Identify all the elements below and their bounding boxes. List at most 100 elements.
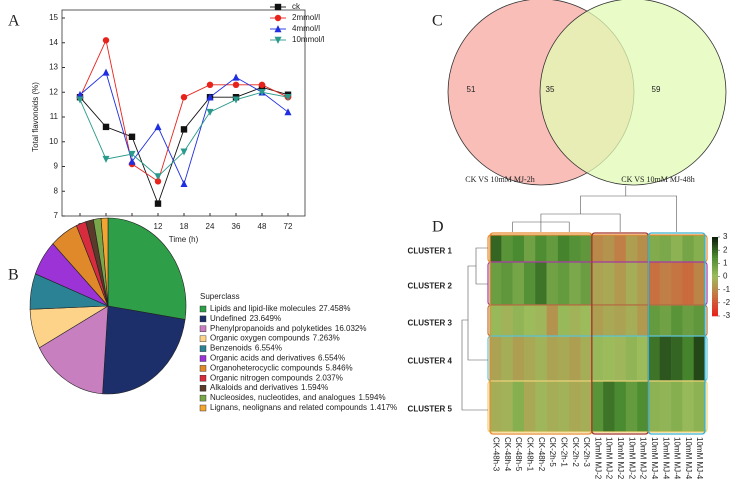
column-label: 10mM MJ-48h-2 [684, 437, 693, 479]
colorbar-tick-label: -1 [723, 285, 731, 294]
heat-cell [490, 235, 502, 263]
legend-title: Superclass [200, 292, 240, 301]
heat-cell [671, 336, 683, 382]
legend-label: Nucleosides, nucleotides, and analogues 1… [210, 393, 386, 402]
decoration [647, 232, 706, 435]
heat-cell [603, 381, 615, 433]
heat-cell [535, 235, 547, 263]
heat-cell [682, 305, 694, 337]
point [102, 155, 110, 163]
decoration [712, 242, 718, 246]
legend-marker [274, 36, 282, 44]
column-label: 10mM MJ-2h-1 [627, 437, 636, 479]
heat-cell [693, 235, 706, 263]
decoration [712, 302, 718, 306]
heat-cell [580, 381, 593, 433]
decoration [712, 289, 718, 293]
heat-cell [546, 235, 559, 263]
heat-cell [501, 336, 513, 382]
y-tick-label: 12 [49, 87, 58, 96]
legend-value: 27.458% [319, 304, 351, 313]
decoration [461, 247, 488, 411]
heat-cell [625, 336, 638, 382]
line [79, 91, 289, 178]
colorbar-tick-label: 0 [723, 272, 728, 281]
pie-slice [100, 217, 109, 307]
panel-label: C [432, 13, 443, 30]
legend-label: ck [292, 2, 301, 11]
heat-cell [671, 262, 683, 306]
pie-slice [107, 217, 187, 320]
heat-cell [637, 381, 649, 433]
x-tick-label: 24 [206, 222, 215, 231]
legend-label: 10mmol/l [292, 35, 325, 44]
decoration [712, 260, 718, 264]
point [258, 89, 266, 97]
legend-label: Phenylpropanoids and polyketides 16.032% [210, 324, 366, 333]
point [76, 96, 84, 104]
decoration [712, 279, 718, 283]
heat-cell [535, 305, 547, 337]
heat-cell [569, 262, 581, 306]
legend-name: Phenylpropanoids and polyketides [210, 324, 332, 333]
heat-cell [580, 336, 593, 382]
legend-value: 16.032% [335, 324, 367, 333]
decoration [712, 305, 718, 309]
y-tick-label: 13 [49, 63, 58, 72]
heat-cell [591, 305, 604, 337]
colorbar-tick-label: 2 [723, 245, 728, 254]
legend-label: Lignans, neolignans and related compound… [210, 403, 397, 412]
decoration [712, 239, 718, 243]
heat-cell [591, 381, 604, 433]
column-label: 10mM MJ-48h-5 [661, 437, 670, 479]
y-axis-label: Total flavonoids (%) [31, 82, 40, 152]
x-tick-label: 18 [180, 222, 189, 231]
decoration [712, 300, 718, 304]
cluster-label: CLUSTER 2 [408, 282, 453, 291]
legend-value: 7.263% [313, 334, 340, 343]
legend-name: Nucleosides, nucleotides, and analogues [210, 393, 355, 402]
legend-value: 2.037% [316, 373, 343, 382]
point [284, 94, 292, 102]
venn-label: CK VS 10mM MJ-48h [621, 175, 694, 184]
heat-cell [659, 381, 672, 433]
legend-label: Organoheterocyclic compounds 5.846% [210, 364, 353, 373]
heat-cell [535, 262, 547, 306]
column-label: 10mM MJ-2h-2 [639, 437, 648, 479]
decoration [712, 310, 718, 314]
column-label: CK-48h-1 [525, 437, 534, 472]
column-label: CK-48h-4 [503, 437, 512, 472]
decoration [512, 186, 678, 232]
heat-cell [671, 381, 683, 433]
decoration [712, 276, 718, 280]
legend-value: 5.846% [326, 364, 353, 373]
heat-cell [603, 235, 615, 263]
heat-cell [569, 381, 581, 433]
heat-cell [546, 336, 559, 382]
legend-swatch [199, 355, 207, 362]
column-label: 10mM MJ-48h-4 [650, 437, 659, 479]
heat-cell [490, 381, 502, 433]
cluster-box [487, 380, 708, 433]
heat-cell [682, 262, 694, 306]
legend-name: Lignans, neolignans and related compound… [210, 403, 367, 412]
heat-cell [557, 305, 570, 337]
point [128, 133, 136, 140]
cluster-label: CLUSTER 4 [408, 357, 453, 366]
column-label: 10mM MJ-2h-4 [616, 437, 625, 479]
decoration [712, 281, 718, 285]
heat-cell [648, 381, 661, 433]
decoration [712, 313, 718, 317]
x-tick-label: 36 [232, 222, 241, 231]
decoration [712, 258, 718, 261]
legend-label: Alkaloids and derivatives 1.594% [210, 383, 328, 392]
legend-value: 1.594% [358, 393, 385, 402]
legend-swatch [199, 375, 207, 382]
x-tick-label: 48 [258, 222, 267, 231]
legend-name: Organic nitrogen compounds [210, 373, 313, 382]
decoration [712, 255, 718, 259]
column-label: CK-48h-2 [537, 437, 546, 472]
column-label: 10mM MJ-2h-5 [593, 437, 602, 479]
heat-cell [637, 305, 649, 337]
point [180, 94, 188, 101]
